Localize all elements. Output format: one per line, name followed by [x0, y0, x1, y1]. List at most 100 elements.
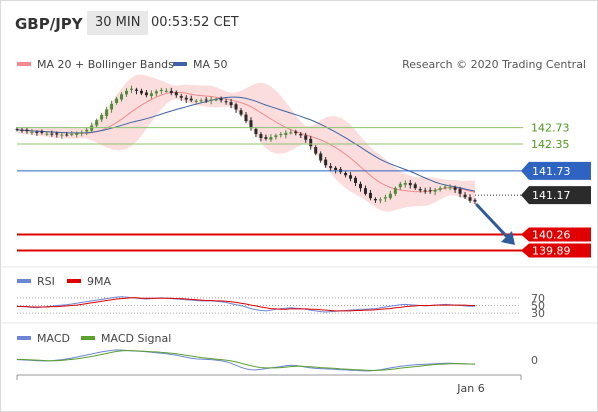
- candle-body: [15, 128, 19, 130]
- candle-body: [229, 102, 233, 106]
- ma50-line: [16, 96, 476, 192]
- candle-body: [463, 194, 467, 198]
- forecast-arrow-shaft: [475, 203, 511, 241]
- candle-body: [413, 184, 417, 189]
- bollinger-band-area: [17, 74, 475, 212]
- support-flag: [521, 227, 591, 242]
- candle-body: [418, 189, 422, 191]
- current-price-label: 141.17: [532, 189, 571, 202]
- candle-body: [194, 100, 198, 102]
- candle-body: [50, 133, 54, 135]
- credit-label: Research © 2020 Trading Central: [402, 58, 586, 71]
- candle-body: [184, 97, 188, 100]
- candle-body: [254, 128, 258, 135]
- rsi-ma-legend-swatch: [67, 279, 81, 283]
- current-price-flag: [521, 186, 591, 205]
- rsi-tick-label: 70: [531, 292, 545, 305]
- candle-body: [125, 90, 129, 95]
- candle-body: [314, 147, 318, 154]
- candle-body: [35, 131, 39, 133]
- candle-body: [110, 103, 114, 110]
- macd-signal-legend-swatch: [81, 336, 95, 340]
- candle-body: [169, 90, 173, 94]
- candle-body: [428, 190, 432, 192]
- candle-body: [154, 91, 158, 94]
- rsi-ma-line: [16, 297, 475, 312]
- candle-body: [144, 92, 148, 96]
- forecast-arrow-head: [501, 231, 515, 245]
- candle-body: [363, 188, 367, 194]
- candle-body: [179, 96, 183, 98]
- support-label: 140.26: [532, 228, 571, 241]
- rsi-tick-label: 30: [531, 307, 545, 320]
- macd-signal-line: [17, 350, 475, 371]
- candle-body: [239, 110, 243, 115]
- candle-body: [329, 166, 333, 168]
- candle-body: [299, 134, 303, 136]
- candle-body: [349, 175, 353, 179]
- candle-body: [378, 199, 382, 201]
- candle-body: [209, 99, 213, 101]
- candle-body: [458, 189, 462, 194]
- candle-body: [453, 187, 457, 190]
- ma20-legend-swatch: [17, 62, 31, 66]
- candle-body: [383, 197, 387, 199]
- candle-body: [75, 133, 79, 135]
- macd-legend-label: MACD: [37, 332, 70, 345]
- candle-body: [408, 182, 412, 186]
- candle-body: [159, 89, 163, 91]
- candle-body: [423, 190, 427, 192]
- macd-legend: MACD MACD Signal: [17, 332, 171, 345]
- candle-body: [199, 100, 203, 102]
- macd-panel: 0: [16, 349, 538, 372]
- candle-body: [214, 99, 218, 101]
- candle-body: [403, 182, 407, 185]
- candle-body: [279, 134, 283, 136]
- candle-body: [264, 137, 268, 139]
- candle-body: [324, 159, 328, 166]
- candle-body: [289, 132, 293, 134]
- x-tick-label: Jan 6: [456, 382, 484, 395]
- candle-body: [25, 129, 29, 132]
- rsi-ma-legend-label: 9MA: [87, 275, 111, 288]
- candle-body: [393, 188, 397, 194]
- support-flag: [521, 243, 591, 258]
- candle-body: [334, 167, 338, 170]
- rsi-tick-label: 50: [531, 300, 545, 313]
- candle-body: [100, 115, 104, 120]
- candle-body: [249, 120, 253, 129]
- candle-body: [468, 197, 472, 201]
- candle-body: [388, 193, 392, 199]
- candle-body: [438, 188, 442, 190]
- ma20-legend-label: MA 20 + Bollinger Bands: [37, 58, 174, 71]
- candle-body: [319, 153, 323, 161]
- ma50-legend-label: MA 50: [193, 58, 228, 71]
- rsi-line: [16, 296, 475, 313]
- price-levels: 142.73 142.35 141.73 141.17 140.26 139.89: [17, 122, 591, 258]
- candle-body: [354, 177, 358, 183]
- macd-signal-legend-label: MACD Signal: [101, 332, 171, 345]
- candle-body: [105, 109, 109, 116]
- candle-body: [139, 90, 143, 94]
- candle-body: [304, 135, 308, 140]
- pivot-label: 141.73: [532, 165, 571, 178]
- candle-body: [174, 92, 178, 96]
- macd-tick-label: 0: [531, 354, 538, 367]
- candle-body: [189, 98, 193, 101]
- candle-body: [344, 173, 348, 176]
- rsi-legend-swatch: [17, 279, 31, 283]
- candle-body: [284, 132, 288, 135]
- candle-body: [80, 132, 84, 134]
- candle-body: [234, 104, 238, 110]
- timeframe-selector[interactable]: 30 MIN: [87, 11, 149, 35]
- support-label: 139.89: [532, 244, 571, 257]
- candle-body: [115, 98, 119, 103]
- candle-body: [368, 192, 372, 199]
- candle-body: [269, 137, 273, 140]
- candle-body: [130, 88, 133, 90]
- candle-body: [274, 135, 278, 138]
- rsi-legend-label: RSI: [37, 275, 55, 288]
